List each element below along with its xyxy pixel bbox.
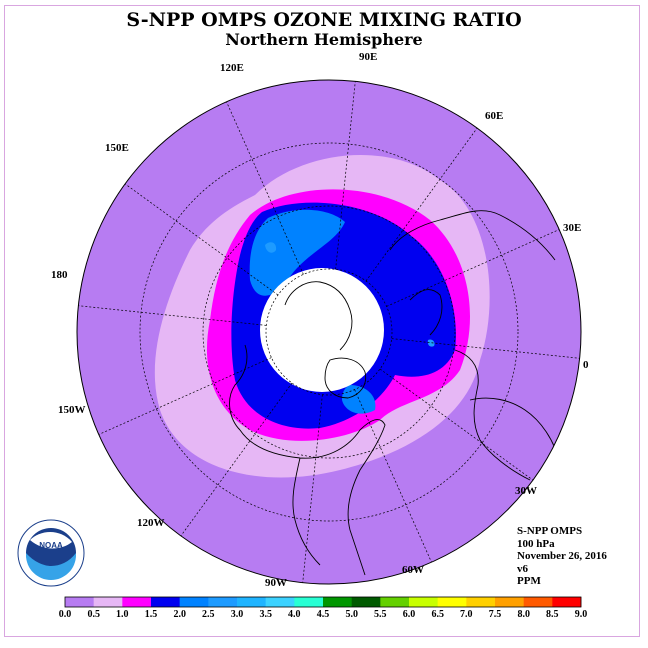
meridian-line xyxy=(386,229,560,307)
lon-label-150w: 150W xyxy=(58,404,86,416)
lon-label-120w: 120W xyxy=(137,517,165,529)
info-block: S-NPP OMPS 100 hPa November 26, 2016 v6 … xyxy=(517,525,607,588)
lon-label-0: 0 xyxy=(583,359,589,371)
meridian-line xyxy=(124,183,279,296)
colorbar-swatch xyxy=(351,597,381,607)
colorbar-tick-label: 0.5 xyxy=(87,609,100,620)
hemisphere-outline xyxy=(76,79,582,585)
meridian-line xyxy=(391,338,580,359)
info-instrument: S-NPP OMPS xyxy=(517,525,583,537)
lon-label-60e: 60E xyxy=(485,110,504,122)
colorbar-tick-label: 5.0 xyxy=(345,609,358,620)
noaa-logo: NOAA xyxy=(17,519,85,587)
colorbar-tick-label: 9.0 xyxy=(574,609,588,620)
colorbar-swatch xyxy=(380,597,410,607)
north-america-coast xyxy=(229,344,386,576)
lon-label-30e: 30E xyxy=(563,222,582,234)
latitude-circles xyxy=(139,142,519,522)
colorbar-tick-label: 8.5 xyxy=(546,609,559,620)
colorbar-tick-label: 8.0 xyxy=(517,609,530,620)
colorbar-tick-label: 7.5 xyxy=(488,609,502,620)
lon-label-120e: 120E xyxy=(220,62,244,74)
lon-label-150e: 150E xyxy=(105,142,129,154)
info-level: 100 hPa xyxy=(517,537,555,550)
colorbar-tick-label: 1.0 xyxy=(116,609,129,620)
colorbar xyxy=(64,596,582,608)
meridian-lines xyxy=(78,81,580,583)
meridian-line xyxy=(365,127,478,282)
colorbar-swatch xyxy=(265,597,295,607)
lon-label-60w: 60W xyxy=(402,564,424,576)
colorbar-tick-label: 0.0 xyxy=(58,609,72,620)
colorbar-swatch xyxy=(179,597,209,607)
colorbar-swatch xyxy=(65,597,94,607)
lon-label-180: 180 xyxy=(51,269,68,281)
meridian-line xyxy=(302,394,323,583)
colorbar-tick-label: 4.0 xyxy=(288,609,301,620)
colorbar-swatch xyxy=(552,597,582,607)
info-units: PPM xyxy=(517,575,541,587)
info-date: November 26, 2016 xyxy=(517,550,607,562)
colorbar-swatch xyxy=(495,597,524,607)
meridian-line xyxy=(98,357,272,435)
colorbar-tick-label: 5.5 xyxy=(374,609,387,620)
colorbar-swatch xyxy=(151,597,180,607)
colorbar-swatch xyxy=(93,597,123,607)
noaa-logo-text: NOAA xyxy=(39,541,63,550)
meridian-line xyxy=(226,101,304,275)
meridian-line xyxy=(354,389,432,563)
lon-label-30w: 30W xyxy=(515,485,537,497)
colorbar-swatch xyxy=(122,597,152,607)
colorbar-tick-label: 1.5 xyxy=(144,609,158,620)
info-version: v6 xyxy=(517,562,528,575)
ozone-band-2-0 xyxy=(249,209,376,414)
map-subtitle: Northern Hemisphere xyxy=(225,30,423,49)
greenland-coast xyxy=(324,357,367,399)
colorbar-swatch xyxy=(237,597,266,607)
lon-label-90e: 90E xyxy=(359,51,378,63)
colorbar-tick-label: 3.0 xyxy=(230,609,244,620)
meridian-line xyxy=(379,368,534,481)
europe-asia-coast xyxy=(389,210,556,481)
colorbar-swatch xyxy=(523,597,553,607)
colorbar-tick-label: 7.0 xyxy=(460,609,473,620)
colorbar-outline xyxy=(64,596,582,608)
colorbar-tick-label: 3.5 xyxy=(259,609,272,620)
lon-label-90w: 90W xyxy=(265,577,287,589)
colorbar-swatch xyxy=(437,597,467,607)
colorbar-swatch xyxy=(409,597,438,607)
colorbar-swatch xyxy=(294,597,324,607)
colorbar-tick-label: 2.0 xyxy=(173,609,186,620)
arctic-coast xyxy=(284,281,353,351)
colorbar-tick-label: 6.0 xyxy=(402,609,416,620)
polar-night-region xyxy=(260,268,384,392)
meridian-line xyxy=(180,382,293,537)
colorbar-tick-label: 2.5 xyxy=(202,609,215,620)
map-title: S-NPP OMPS OZONE MIXING RATIO xyxy=(126,9,522,31)
colorbar-swatch xyxy=(323,597,352,607)
colorbar-swatch xyxy=(208,597,238,607)
colorbar-swatch xyxy=(466,597,496,607)
colorbar-tick-label: 6.5 xyxy=(431,609,444,620)
meridian-line xyxy=(78,305,267,326)
meridian-line xyxy=(335,81,356,270)
colorbar-tick-label: 4.5 xyxy=(316,609,330,620)
